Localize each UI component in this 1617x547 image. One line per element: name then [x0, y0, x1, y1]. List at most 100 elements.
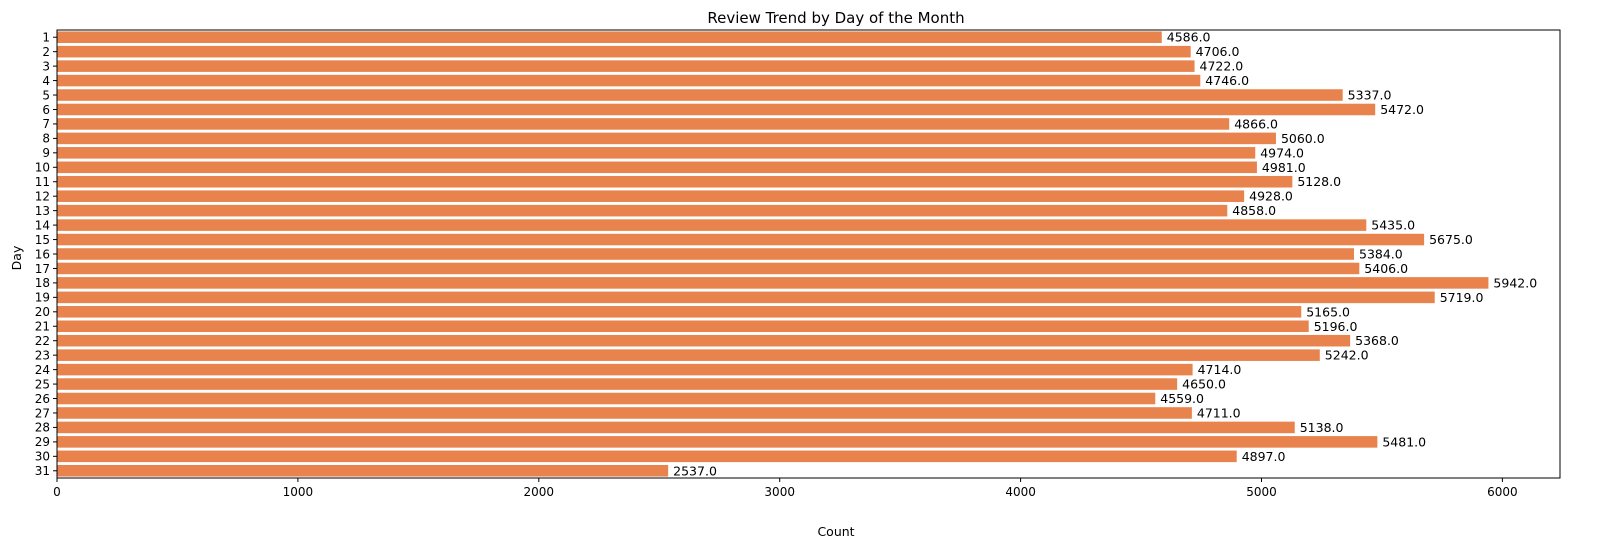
y-tick-label: 8	[42, 132, 50, 146]
x-axis-ticks: 0 1000 2000 3000 4000 5000 6000	[53, 478, 1518, 499]
y-tick-label: 2	[42, 45, 50, 59]
bar-day-19	[57, 291, 1435, 304]
data-label-day-19: 5719.0	[1440, 290, 1484, 305]
y-tick-label: 13	[35, 204, 50, 218]
data-label-day-18: 5942.0	[1493, 275, 1537, 290]
data-label-day-27: 4711.0	[1197, 405, 1241, 420]
bar-day-13	[57, 204, 1228, 217]
data-label-day-8: 5060.0	[1281, 131, 1325, 146]
data-label-day-14: 5435.0	[1371, 218, 1415, 233]
bar-day-4	[57, 74, 1201, 87]
data-label-day-3: 4722.0	[1200, 59, 1244, 74]
y-tick-label: 11	[35, 175, 50, 189]
bar-day-18	[57, 277, 1489, 289]
data-label-day-26: 4559.0	[1160, 391, 1204, 406]
x-tick-label: 3000	[764, 485, 795, 499]
data-label-day-11: 5128.0	[1297, 174, 1341, 189]
bar-day-5	[57, 89, 1343, 101]
y-tick-label: 21	[35, 320, 50, 334]
y-tick-label: 12	[35, 189, 50, 203]
data-label-day-6: 5472.0	[1380, 102, 1424, 117]
y-tick-label: 20	[35, 305, 50, 319]
data-label-day-10: 4981.0	[1262, 160, 1306, 175]
data-label-day-24: 4714.0	[1198, 362, 1242, 377]
bar-day-9	[57, 147, 1256, 159]
x-tick-label: 6000	[1487, 485, 1518, 499]
plot-frame	[56, 29, 1561, 479]
y-tick-label: 25	[35, 377, 50, 391]
y-tick-label: 19	[35, 291, 50, 305]
y-tick-label: 9	[42, 146, 50, 160]
y-tick-label: 5	[42, 88, 50, 102]
bar-day-20	[57, 306, 1302, 318]
y-tick-label: 6	[42, 103, 50, 117]
chart-title: Review Trend by Day of the Month	[707, 9, 964, 27]
bar-day-1	[57, 31, 1162, 44]
data-label-day-21: 5196.0	[1314, 319, 1358, 334]
bar-day-16	[57, 248, 1355, 260]
y-tick-label: 28	[35, 421, 50, 435]
bar-day-3	[57, 60, 1195, 72]
data-label-day-13: 4858.0	[1232, 203, 1276, 218]
y-tick-label: 4	[42, 74, 50, 88]
bar-day-24	[57, 363, 1193, 376]
bar-day-10	[57, 161, 1257, 174]
bar-day-27	[57, 407, 1192, 419]
y-tick-label: 16	[35, 247, 50, 261]
data-label-day-28: 5138.0	[1300, 420, 1344, 435]
y-tick-label: 30	[35, 450, 50, 464]
data-label-day-25: 4650.0	[1182, 377, 1226, 392]
bar-day-25	[57, 378, 1178, 390]
bars-group	[57, 31, 1489, 477]
data-label-day-20: 5165.0	[1306, 304, 1350, 319]
y-tick-label: 1	[42, 31, 50, 45]
y-tick-label: 7	[42, 117, 50, 131]
bar-day-30	[57, 450, 1237, 463]
data-label-day-16: 5384.0	[1359, 247, 1403, 262]
data-label-day-1: 4586.0	[1167, 30, 1211, 45]
y-tick-label: 22	[35, 334, 50, 348]
bar-day-22	[57, 334, 1351, 347]
y-tick-label: 24	[35, 363, 50, 377]
bar-day-28	[57, 421, 1295, 434]
y-tick-label: 23	[35, 348, 50, 362]
y-tick-label: 15	[35, 233, 50, 247]
data-label-day-30: 4897.0	[1242, 449, 1286, 464]
x-tick-label: 2000	[524, 485, 555, 499]
x-tick-label: 5000	[1246, 485, 1277, 499]
y-tick-label: 14	[35, 218, 50, 232]
data-label-day-7: 4866.0	[1234, 116, 1278, 131]
bar-day-17	[57, 262, 1360, 275]
bar-day-2	[57, 45, 1191, 58]
y-axis-label: Day	[9, 245, 24, 270]
y-tick-label: 27	[35, 406, 50, 420]
data-label-day-9: 4974.0	[1260, 145, 1304, 160]
bar-day-12	[57, 190, 1245, 202]
bar-day-21	[57, 320, 1309, 333]
bar-day-11	[57, 175, 1293, 188]
y-tick-label: 17	[35, 262, 50, 276]
y-tick-label: 3	[42, 59, 50, 73]
y-tick-label: 31	[35, 464, 50, 478]
data-label-day-4: 4746.0	[1205, 73, 1249, 88]
x-tick-label: 1000	[283, 485, 314, 499]
bar-day-26	[57, 392, 1156, 405]
bar-day-15	[57, 233, 1425, 246]
bar-day-29	[57, 436, 1378, 448]
data-label-day-31: 2537.0	[673, 463, 717, 478]
bar-day-7	[57, 118, 1230, 130]
data-label-day-5: 5337.0	[1348, 88, 1392, 103]
bar-day-8	[57, 132, 1276, 145]
data-label-day-12: 4928.0	[1249, 189, 1293, 204]
bar-day-6	[57, 103, 1376, 116]
y-tick-label: 10	[35, 161, 50, 175]
data-label-day-2: 4706.0	[1196, 44, 1240, 59]
bar-day-23	[57, 349, 1320, 361]
bar-day-14	[57, 219, 1367, 231]
y-tick-label: 18	[35, 276, 50, 290]
y-tick-label: 29	[35, 435, 50, 449]
y-axis-ticks: 1234567891011121314151617181920212223242…	[35, 31, 57, 478]
x-axis-label: Count	[817, 524, 854, 539]
